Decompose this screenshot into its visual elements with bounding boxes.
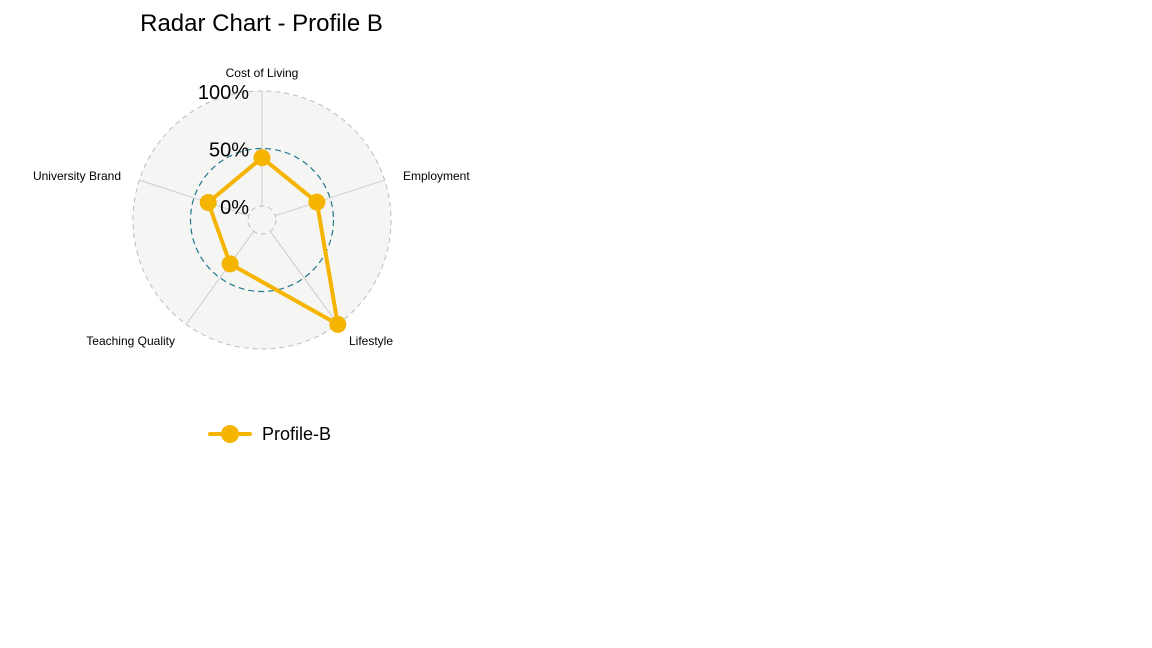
- radar-ring-labels: 0% 50% 100%: [198, 82, 249, 219]
- radar-background-disc: [133, 91, 391, 349]
- data-point: [221, 255, 239, 273]
- radar-chart: Cost of Living Employment Lifestyle Teachin…: [33, 66, 470, 350]
- grid-ring: [189, 147, 335, 293]
- axis-label: Employment: [403, 169, 470, 183]
- radar-background: [133, 91, 391, 349]
- axis-spoke: [275, 179, 385, 217]
- chart-title: Radar Chart - Profile B: [140, 10, 383, 37]
- legend-marker: [206, 420, 252, 448]
- axis-spoke: [269, 231, 339, 325]
- axis-label: University Brand: [33, 169, 121, 183]
- data-point: [329, 315, 347, 333]
- axis-label: Cost of Living: [226, 66, 299, 80]
- ring-label: 0%: [220, 197, 249, 219]
- data-point: [308, 193, 326, 211]
- axis-label: Teaching Quality: [86, 334, 175, 348]
- radar-series: [199, 149, 347, 333]
- data-point: [199, 194, 217, 212]
- legend-label: Profile-B: [262, 423, 332, 444]
- axis-spoke: [185, 231, 255, 325]
- radar-axes: [139, 91, 385, 325]
- radar-axis-labels: Cost of Living Employment Lifestyle Teachin…: [33, 66, 470, 348]
- data-point: [253, 149, 271, 167]
- axis-spoke: [139, 179, 249, 217]
- series-line: [206, 155, 340, 327]
- axis-label: Lifestyle: [349, 334, 393, 348]
- ring-label: 100%: [198, 82, 249, 104]
- ring-label: 50%: [209, 140, 249, 162]
- legend: Profile-B: [206, 420, 331, 448]
